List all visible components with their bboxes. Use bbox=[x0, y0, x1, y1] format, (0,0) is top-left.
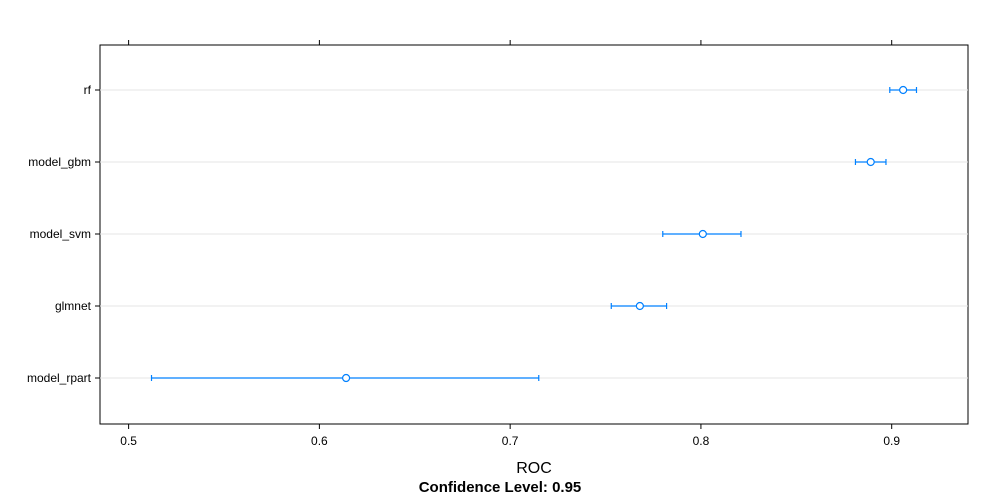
x-tick-label: 0.5 bbox=[120, 434, 137, 448]
data-marks bbox=[150, 85, 918, 383]
confidence-level-label: Confidence Level: 0.95 bbox=[419, 479, 582, 496]
category-label: glmnet bbox=[55, 299, 92, 313]
estimate-point bbox=[635, 301, 644, 311]
category-label: model_rpart bbox=[27, 371, 92, 385]
x-axis-ticks: 0.5 0.6 0.7 0.8 0.9 bbox=[95, 40, 900, 448]
x-axis-label: ROC bbox=[516, 460, 552, 477]
estimate-point bbox=[899, 85, 908, 95]
x-tick-label: 0.8 bbox=[693, 434, 710, 448]
category-label: model_svm bbox=[30, 227, 91, 241]
x-tick-label: 0.6 bbox=[311, 434, 328, 448]
category-label: rf bbox=[84, 83, 92, 97]
x-tick-label: 0.7 bbox=[502, 434, 519, 448]
gridlines bbox=[100, 89, 968, 379]
estimate-point bbox=[866, 157, 875, 167]
category-label: model_gbm bbox=[28, 155, 91, 169]
x-tick-label: 0.9 bbox=[883, 434, 900, 448]
estimate-point bbox=[698, 229, 707, 239]
estimate-point bbox=[341, 373, 351, 383]
